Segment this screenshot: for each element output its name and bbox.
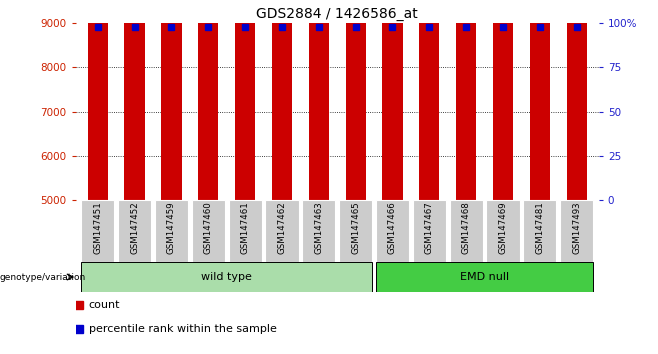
Text: GSM147467: GSM147467 <box>425 201 434 254</box>
Text: GSM147481: GSM147481 <box>536 201 544 254</box>
Bar <box>309 0 329 200</box>
Bar <box>81 262 372 292</box>
Text: GSM147463: GSM147463 <box>315 201 323 254</box>
Bar <box>493 0 513 200</box>
Bar <box>161 0 182 200</box>
Bar <box>530 0 550 200</box>
Bar <box>235 0 255 200</box>
Bar <box>376 262 594 292</box>
Text: count: count <box>89 300 120 310</box>
Bar <box>155 200 188 262</box>
Bar <box>228 200 262 262</box>
Bar <box>413 200 446 262</box>
Bar <box>486 200 520 262</box>
Bar <box>382 0 403 200</box>
Text: GSM147469: GSM147469 <box>499 201 507 254</box>
Bar <box>191 200 225 262</box>
Text: GSM147466: GSM147466 <box>388 201 397 254</box>
Text: GSM147465: GSM147465 <box>351 201 360 254</box>
Bar <box>456 0 476 200</box>
Bar <box>265 200 299 262</box>
Text: GSM147452: GSM147452 <box>130 201 139 254</box>
Text: genotype/variation: genotype/variation <box>0 273 86 281</box>
Bar <box>118 200 151 262</box>
Text: GSM147462: GSM147462 <box>278 201 286 254</box>
Text: GSM147493: GSM147493 <box>572 201 581 254</box>
Text: EMD null: EMD null <box>460 272 509 282</box>
Title: GDS2884 / 1426586_at: GDS2884 / 1426586_at <box>257 7 418 21</box>
Bar <box>567 0 587 200</box>
Bar <box>272 0 292 200</box>
Bar <box>376 200 409 262</box>
Text: GSM147461: GSM147461 <box>241 201 249 254</box>
Text: wild type: wild type <box>201 272 252 282</box>
Bar <box>523 200 557 262</box>
Bar <box>81 200 114 262</box>
Text: GSM147468: GSM147468 <box>462 201 470 254</box>
Bar <box>419 0 440 200</box>
Text: GSM147460: GSM147460 <box>204 201 213 254</box>
Bar <box>302 200 336 262</box>
Text: percentile rank within the sample: percentile rank within the sample <box>89 324 276 334</box>
Bar <box>124 0 145 200</box>
Text: GSM147459: GSM147459 <box>167 201 176 254</box>
Text: GSM147451: GSM147451 <box>93 201 102 254</box>
Bar <box>345 0 366 200</box>
Bar <box>560 200 594 262</box>
Bar <box>449 200 483 262</box>
Bar <box>88 0 108 200</box>
Bar <box>339 200 372 262</box>
Bar <box>198 0 218 200</box>
